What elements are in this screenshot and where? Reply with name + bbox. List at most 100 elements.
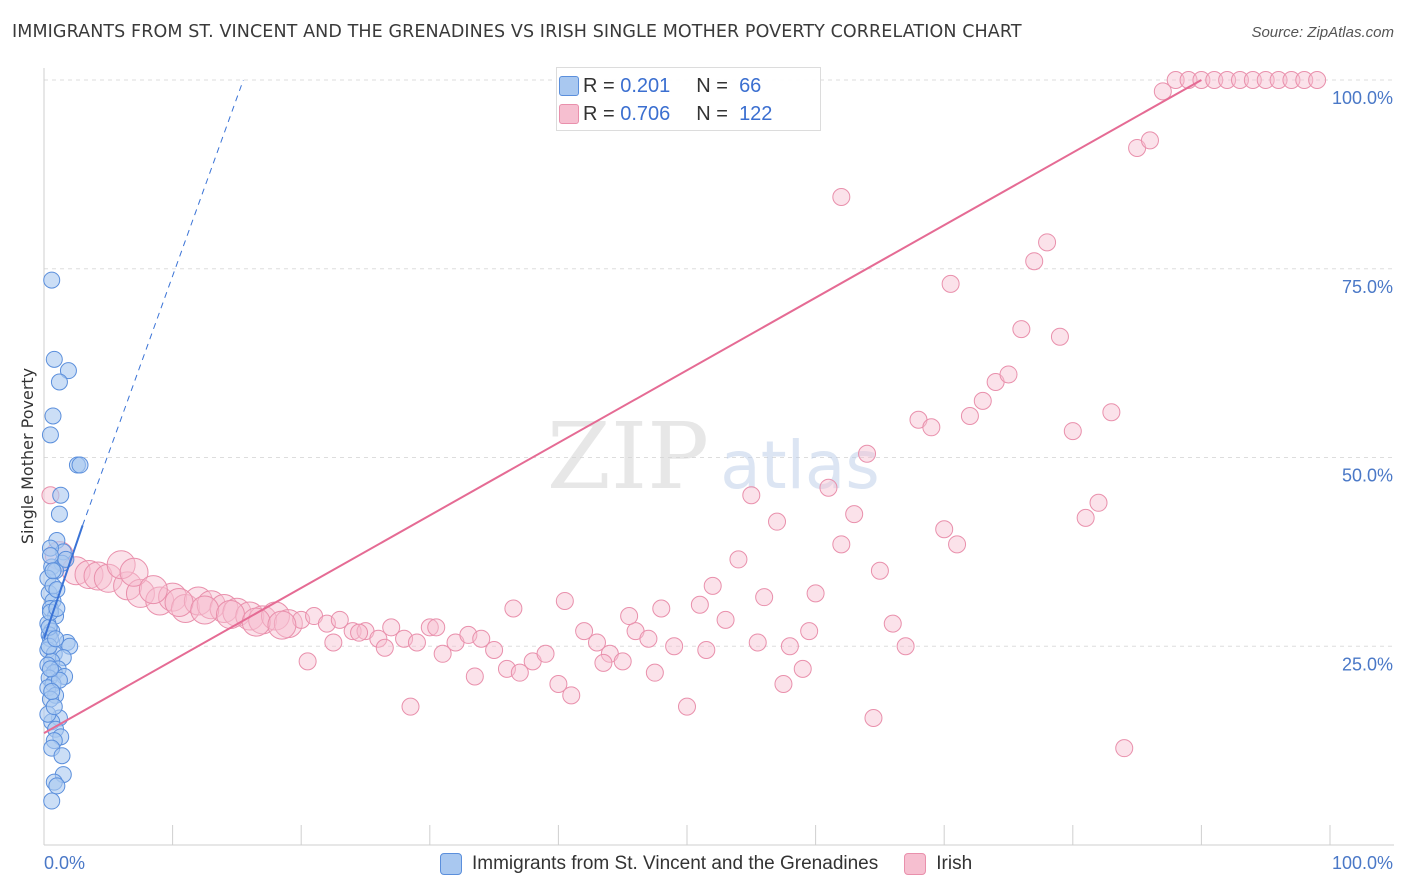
legend-r-label: R =: [583, 74, 615, 97]
svg-point: [71, 456, 89, 474]
series-svg-points: [39, 271, 89, 810]
irish-point: [401, 697, 420, 716]
irish-point: [973, 391, 992, 410]
irish-point: [620, 607, 639, 626]
svg-point: [43, 792, 61, 810]
svg-point: [41, 660, 59, 678]
legend-n-label: N =: [696, 102, 728, 125]
irish-point: [382, 618, 401, 637]
irish-point: [665, 637, 684, 656]
irish-point: [613, 652, 632, 671]
irish-point: [819, 478, 838, 497]
irish-point: [729, 550, 748, 569]
svg-point: [41, 547, 59, 565]
irish-point: [510, 663, 529, 682]
trend-lines: [43, 79, 1202, 734]
svg-point: [44, 407, 62, 425]
irish-point: [1140, 131, 1159, 150]
irish-point: [1166, 71, 1185, 89]
irish-point: [485, 641, 504, 660]
irish-point: [1050, 327, 1069, 346]
irish-point: [1243, 71, 1262, 89]
irish-point: [793, 659, 812, 678]
irish-point: [652, 599, 671, 618]
irish-point: [1218, 71, 1237, 89]
irish-point: [536, 644, 555, 663]
series-legend-item-svg[interactable]: Immigrants from St. Vincent and the Gren…: [440, 853, 878, 875]
y-tick-label: 100.0%: [1332, 88, 1393, 108]
series-legend: Immigrants from St. Vincent and the Gren…: [440, 850, 998, 878]
irish-point: [215, 600, 245, 630]
irish-point: [742, 486, 761, 505]
irish-point: [343, 622, 362, 641]
irish-point: [298, 652, 317, 671]
irish-point: [407, 633, 426, 652]
irish-point: [465, 667, 484, 686]
irish-point: [1295, 71, 1314, 89]
irish-point: [774, 675, 793, 693]
series-legend-label-irish: Irish: [936, 853, 973, 874]
irish-point: [504, 599, 523, 618]
legend-r-label: R =: [583, 102, 615, 125]
irish-point: [645, 663, 664, 682]
svg-point: [48, 581, 66, 599]
irish-point: [922, 418, 941, 437]
svg-trend-line: [43, 525, 84, 640]
y-tick-label: 50.0%: [1342, 466, 1393, 486]
svg-point: [44, 562, 62, 580]
svg-point: [45, 698, 63, 716]
irish-point: [864, 708, 883, 727]
irish-point: [427, 618, 446, 637]
irish-point: [1256, 71, 1275, 89]
irish-point: [703, 576, 722, 595]
irish-point: [690, 595, 709, 614]
irish-point: [138, 575, 168, 605]
irish-point: [639, 629, 658, 648]
irish-point: [74, 560, 104, 590]
series-legend-item-irish[interactable]: Irish: [904, 853, 972, 875]
y-axis-title: Single Mother Poverty: [18, 368, 37, 544]
svg-point: [41, 426, 59, 444]
y-tick-label: 25.0%: [1342, 654, 1393, 674]
x-tick-label: 100.0%: [1332, 853, 1393, 873]
svg-point: [48, 777, 66, 795]
irish-point: [845, 505, 864, 524]
irish-point: [858, 444, 877, 463]
irish-point: [83, 561, 113, 591]
irish-trend-line: [43, 79, 1202, 734]
irish-point: [369, 629, 388, 648]
irish-point: [697, 641, 716, 660]
irish-point: [562, 686, 581, 705]
irish-point: [1038, 233, 1057, 252]
grid-lines: [44, 79, 1394, 647]
legend-row-irish: R = 0.706 N = 122: [559, 101, 772, 127]
irish-point: [883, 614, 902, 633]
series-legend-swatch-irish: [904, 853, 927, 875]
irish-point: [267, 610, 297, 640]
irish-point: [190, 595, 220, 625]
irish-point: [350, 623, 369, 642]
irish-point: [896, 637, 915, 656]
watermark: ZIP atlas: [547, 403, 880, 510]
irish-point: [119, 557, 149, 587]
irish-point: [1308, 71, 1327, 89]
irish-point: [806, 584, 825, 603]
irish-point: [780, 637, 799, 656]
irish-point: [678, 697, 696, 716]
svg-point: [45, 350, 63, 368]
chart-source: Source: ZipAtlas.com: [1251, 24, 1394, 41]
legend-swatch-irish: [559, 104, 579, 124]
irish-point: [832, 535, 851, 554]
series-legend-label-svg: Immigrants from St. Vincent and the Gren…: [472, 853, 879, 874]
irish-point: [935, 520, 954, 539]
y-tick-label: 75.0%: [1342, 277, 1393, 297]
irish-point: [1089, 493, 1108, 512]
irish-point: [555, 591, 574, 610]
irish-point: [1102, 403, 1121, 422]
chart-title: IMMIGRANTS FROM ST. VINCENT AND THE GREN…: [12, 22, 1022, 42]
legend-n-label: N =: [696, 74, 728, 97]
watermark-atlas: atlas: [720, 427, 880, 504]
irish-point: [768, 512, 787, 531]
correlation-legend: R = 0.201 N = 66 R = 0.706 N = 122: [556, 67, 821, 131]
